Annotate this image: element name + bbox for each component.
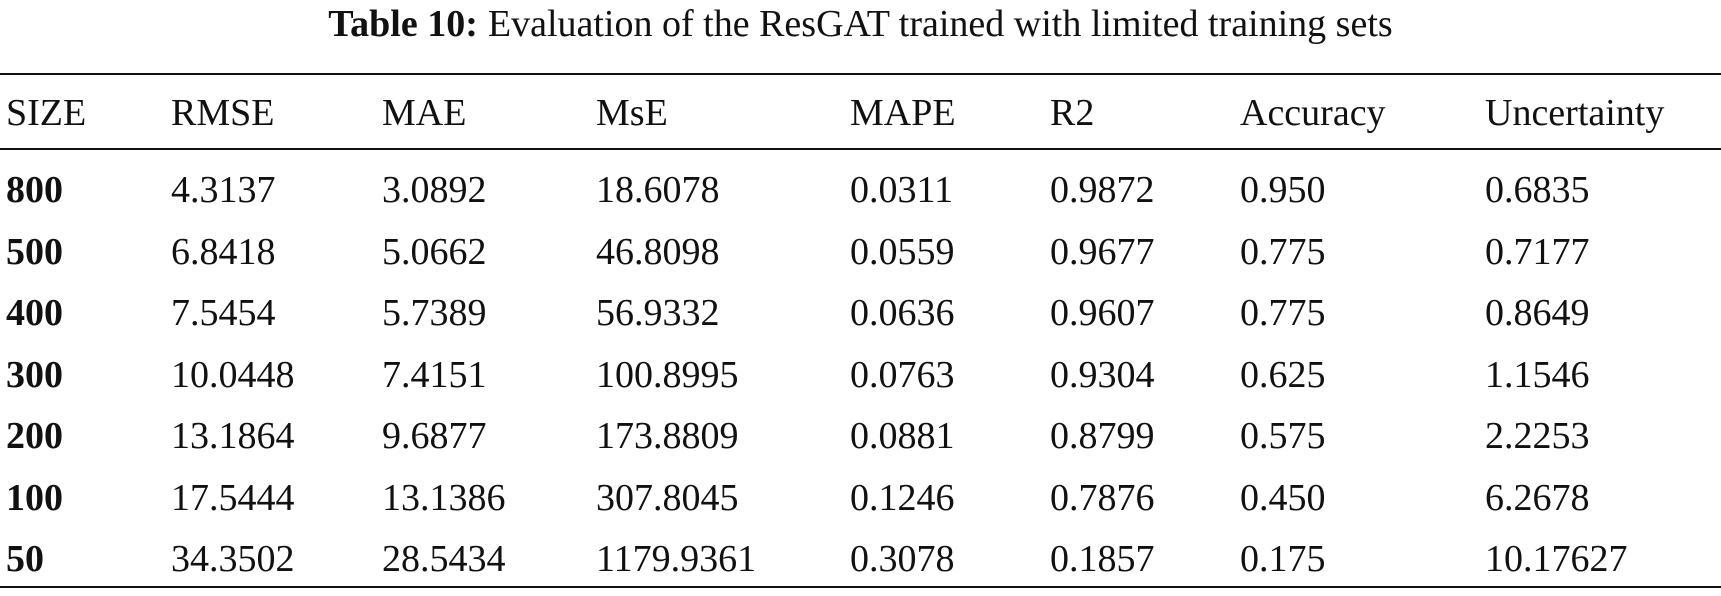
table-body: 800 4.3137 3.0892 18.6078 0.0311 0.9872 … (0, 160, 1721, 591)
mse-cell: 56.9332 (596, 292, 720, 334)
column-header-r2: R2 (1050, 92, 1095, 134)
uncertainty-cell: 0.7177 (1485, 230, 1590, 273)
uncertainty-cell: 2.2253 (1485, 415, 1590, 457)
rmse-cell: 34.3502 (171, 538, 295, 580)
size-cell: 500 (6, 230, 63, 273)
table-row: 800 4.3137 3.0892 18.6078 0.0311 0.9872 … (0, 160, 1721, 222)
table-row: 300 10.0448 7.4151 100.8995 0.0763 0.930… (0, 345, 1721, 407)
r2-cell: 0.8799 (1050, 415, 1155, 457)
table-row: 400 7.5454 5.7389 56.9332 0.0636 0.9607 … (0, 283, 1721, 345)
rmse-cell: 7.5454 (171, 292, 276, 334)
rmse-cell: 17.5444 (171, 476, 295, 519)
column-header-mae: MAE (382, 92, 467, 134)
uncertainty-cell: 6.2678 (1485, 476, 1590, 519)
column-header-mse: MsE (596, 92, 668, 134)
accuracy-cell: 0.625 (1240, 353, 1326, 396)
table-header-row: SIZE RMSE MAE MsE MAPE R2 Accuracy Uncer… (0, 88, 1721, 138)
column-header-uncertainty: Uncertainty (1485, 92, 1665, 134)
accuracy-cell: 0.450 (1240, 476, 1326, 519)
table-caption-text: Evaluation of the ResGAT trained with li… (487, 3, 1393, 45)
size-cell: 800 (6, 169, 63, 211)
r2-cell: 0.9304 (1050, 353, 1155, 396)
size-cell: 200 (6, 415, 63, 457)
mse-cell: 307.8045 (596, 476, 739, 519)
mape-cell: 0.0311 (850, 169, 954, 211)
mape-cell: 0.3078 (850, 538, 955, 580)
r2-cell: 0.9607 (1050, 292, 1155, 334)
table-caption-label: Table 10: (328, 3, 478, 45)
r2-cell: 0.9677 (1050, 230, 1155, 273)
mae-cell: 5.7389 (382, 292, 487, 334)
accuracy-cell: 0.775 (1240, 292, 1326, 334)
mae-cell: 13.1386 (382, 476, 506, 519)
mape-cell: 0.1246 (850, 476, 955, 519)
mae-cell: 3.0892 (382, 169, 487, 211)
mape-cell: 0.0559 (850, 230, 955, 273)
mape-cell: 0.0763 (850, 353, 955, 396)
accuracy-cell: 0.175 (1240, 538, 1326, 580)
rmse-cell: 4.3137 (171, 169, 276, 211)
header-rule (0, 148, 1721, 150)
mae-cell: 28.5434 (382, 538, 506, 580)
mse-cell: 46.8098 (596, 230, 720, 273)
table-row: 500 6.8418 5.0662 46.8098 0.0559 0.9677 … (0, 222, 1721, 284)
column-header-mape: MAPE (850, 92, 956, 134)
mae-cell: 9.6877 (382, 415, 487, 457)
size-cell: 100 (6, 476, 63, 519)
table-caption: Table 10: Evaluation of the ResGAT traine… (0, 2, 1721, 46)
r2-cell: 0.1857 (1050, 538, 1155, 580)
mae-cell: 7.4151 (382, 353, 487, 396)
size-cell: 50 (6, 538, 44, 580)
accuracy-cell: 0.950 (1240, 169, 1326, 211)
accuracy-cell: 0.575 (1240, 415, 1326, 457)
r2-cell: 0.9872 (1050, 169, 1155, 211)
uncertainty-cell: 1.1546 (1485, 353, 1590, 396)
mape-cell: 0.0636 (850, 292, 955, 334)
rmse-cell: 10.0448 (171, 353, 295, 396)
r2-cell: 0.7876 (1050, 476, 1155, 519)
uncertainty-cell: 10.17627 (1485, 538, 1628, 580)
column-header-accuracy: Accuracy (1240, 92, 1386, 134)
rmse-cell: 13.1864 (171, 415, 295, 457)
column-header-rmse: RMSE (171, 92, 275, 134)
mape-cell: 0.0881 (850, 415, 955, 457)
rmse-cell: 6.8418 (171, 230, 276, 273)
uncertainty-cell: 0.6835 (1485, 169, 1590, 211)
table-row: 50 34.3502 28.5434 1179.9361 0.3078 0.18… (0, 529, 1721, 591)
mae-cell: 5.0662 (382, 230, 487, 273)
top-rule (0, 73, 1721, 75)
accuracy-cell: 0.775 (1240, 230, 1326, 273)
mse-cell: 18.6078 (596, 169, 720, 211)
uncertainty-cell: 0.8649 (1485, 292, 1590, 334)
mse-cell: 1179.9361 (596, 538, 757, 580)
column-header-size: SIZE (6, 92, 87, 134)
table-row: 100 17.5444 13.1386 307.8045 0.1246 0.78… (0, 468, 1721, 530)
size-cell: 300 (6, 353, 63, 396)
table-row: 200 13.1864 9.6877 173.8809 0.0881 0.879… (0, 406, 1721, 468)
mse-cell: 173.8809 (596, 415, 739, 457)
mse-cell: 100.8995 (596, 353, 739, 396)
size-cell: 400 (6, 292, 63, 334)
bottom-rule (0, 586, 1721, 588)
